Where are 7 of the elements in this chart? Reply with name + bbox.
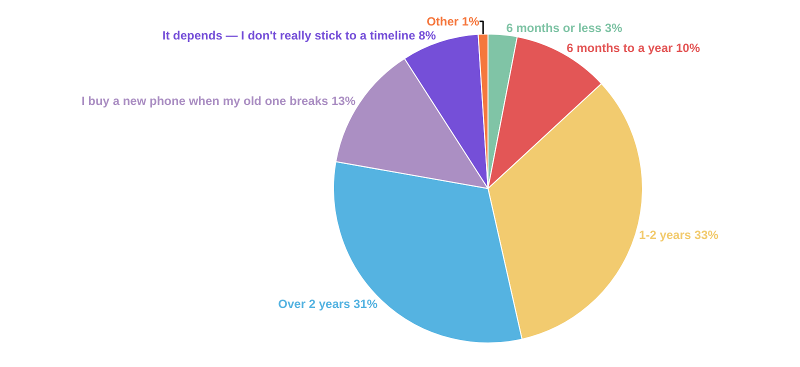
slice-label: I buy a new phone when my old one breaks 13% [81,94,356,108]
slice-label: 6 months to a year 10% [566,41,700,56]
slice-label: Over 2 years 31% [278,296,378,311]
slice-label: Other 1% [426,14,480,28]
slice-label: 1-2 years 33% [639,228,719,242]
slice-label: 6 months or less 3% [506,20,623,35]
slice-label: It depends — I don't really stick to a timeline 8% [162,28,436,42]
